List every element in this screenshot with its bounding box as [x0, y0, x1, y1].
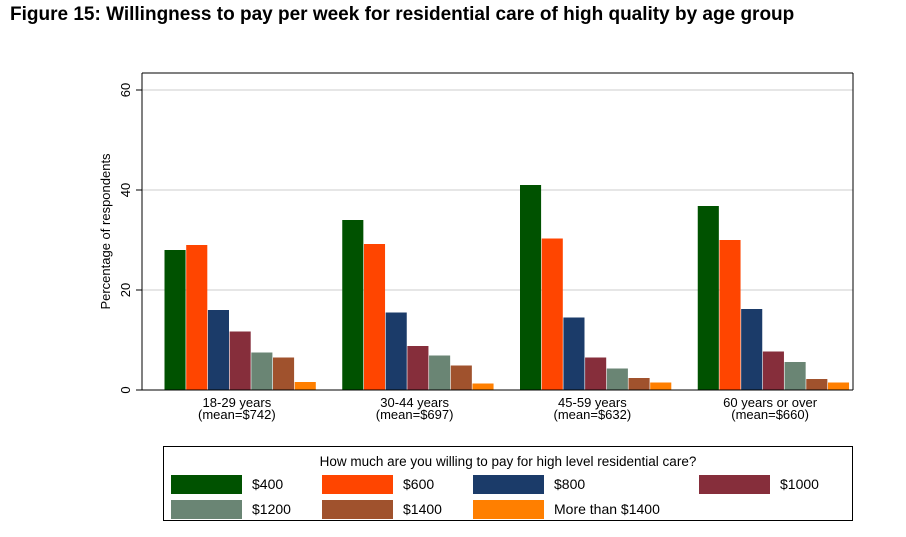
y-tick-label: 20	[118, 283, 133, 297]
bar	[563, 317, 585, 390]
category-label: (mean=$742)	[198, 407, 276, 422]
category-label: 45-59 years	[558, 395, 627, 410]
y-axis-label: Percentage of respondents	[98, 153, 113, 310]
bar	[827, 382, 850, 390]
y-tick-label: 40	[118, 183, 133, 197]
legend-label: $400	[252, 476, 284, 492]
bar	[784, 362, 806, 390]
legend-swatch	[473, 500, 544, 519]
bar	[251, 352, 273, 390]
bar	[385, 312, 407, 390]
bar	[520, 185, 542, 390]
bar	[407, 346, 429, 390]
bar	[741, 309, 763, 390]
bar	[650, 382, 672, 390]
bar	[585, 357, 607, 390]
bar	[363, 244, 386, 390]
legend-label: $1400	[403, 501, 442, 517]
bar	[719, 240, 741, 390]
legend-label: $1200	[252, 501, 291, 517]
y-tick-label: 60	[118, 83, 133, 97]
bar-chart: 0 20 40 60 18-29 years(mean=$742) 30-44 years…	[98, 72, 854, 422]
bar	[450, 365, 472, 390]
bar	[697, 206, 719, 390]
legend-swatch	[473, 475, 544, 494]
bar	[606, 368, 628, 390]
legend: How much are you willing to pay for high…	[163, 446, 853, 521]
bar	[541, 238, 563, 390]
legend-title: How much are you willing to pay for high…	[319, 454, 697, 469]
bar	[472, 383, 494, 390]
figure-title: Figure 15: Willingness to pay per week f…	[10, 4, 795, 25]
bar	[806, 379, 828, 390]
bar	[294, 382, 316, 390]
legend-swatch	[171, 475, 242, 494]
category-label: (mean=$697)	[376, 407, 454, 422]
legend-swatch	[322, 500, 393, 519]
category-label: 30-44 years	[380, 395, 449, 410]
legend-swatch	[171, 500, 242, 519]
category-label: (mean=$660)	[731, 407, 809, 422]
bar	[429, 355, 451, 390]
bar	[164, 250, 186, 390]
y-tick-label: 0	[118, 386, 133, 393]
legend-label: $800	[554, 476, 586, 492]
category-label: 60 years or over	[723, 395, 818, 410]
bar	[229, 331, 251, 390]
category-label: 18-29 years	[203, 395, 272, 410]
legend-swatch	[699, 475, 770, 494]
bar	[762, 351, 784, 390]
legend-label: $1000	[780, 476, 819, 492]
bar	[628, 378, 650, 390]
category-label: (mean=$632)	[554, 407, 632, 422]
legend-label: $600	[403, 476, 435, 492]
legend-swatch	[322, 475, 393, 494]
bar	[273, 357, 295, 390]
bar	[207, 310, 229, 390]
bar	[342, 220, 364, 390]
bar	[186, 245, 208, 390]
legend-label: More than $1400	[554, 501, 660, 517]
